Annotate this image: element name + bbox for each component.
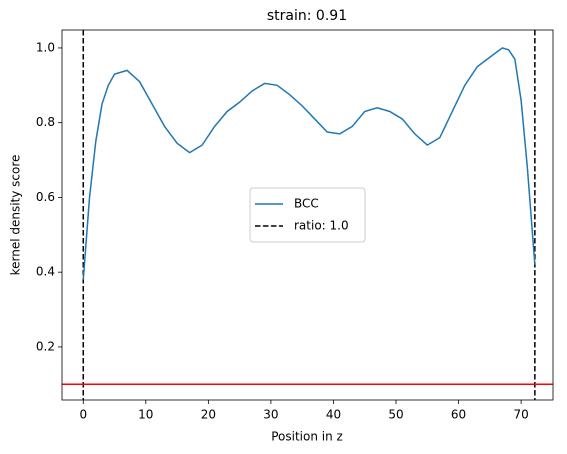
chart-title: strain: 0.91 xyxy=(267,8,347,24)
y-tick-label: 0.4 xyxy=(36,265,55,279)
legend-box xyxy=(249,187,366,243)
x-tick-label: 60 xyxy=(451,408,466,422)
x-tick-label: 10 xyxy=(138,408,153,422)
y-tick-label: 1.0 xyxy=(36,40,55,54)
y-axis-label: kernel density score xyxy=(9,155,23,276)
x-tick-label: 0 xyxy=(79,408,87,422)
x-tick-label: 40 xyxy=(326,408,341,422)
x-axis-label: Position in z xyxy=(271,430,343,444)
x-tick-label: 50 xyxy=(388,408,403,422)
x-tick-label: 20 xyxy=(201,408,216,422)
y-tick-label: 0.6 xyxy=(36,190,55,204)
data-line xyxy=(82,47,536,280)
y-tick-label: 0.8 xyxy=(36,115,55,129)
x-tick-label: 30 xyxy=(263,408,278,422)
legend: BCC ratio: 1.0 xyxy=(249,187,366,243)
legend-label: BCC xyxy=(294,197,319,211)
plot-frame xyxy=(61,29,554,401)
x-tick-label: 70 xyxy=(513,408,528,422)
y-tick-label: 0.2 xyxy=(36,339,55,353)
legend-label: ratio: 1.0 xyxy=(294,219,349,233)
